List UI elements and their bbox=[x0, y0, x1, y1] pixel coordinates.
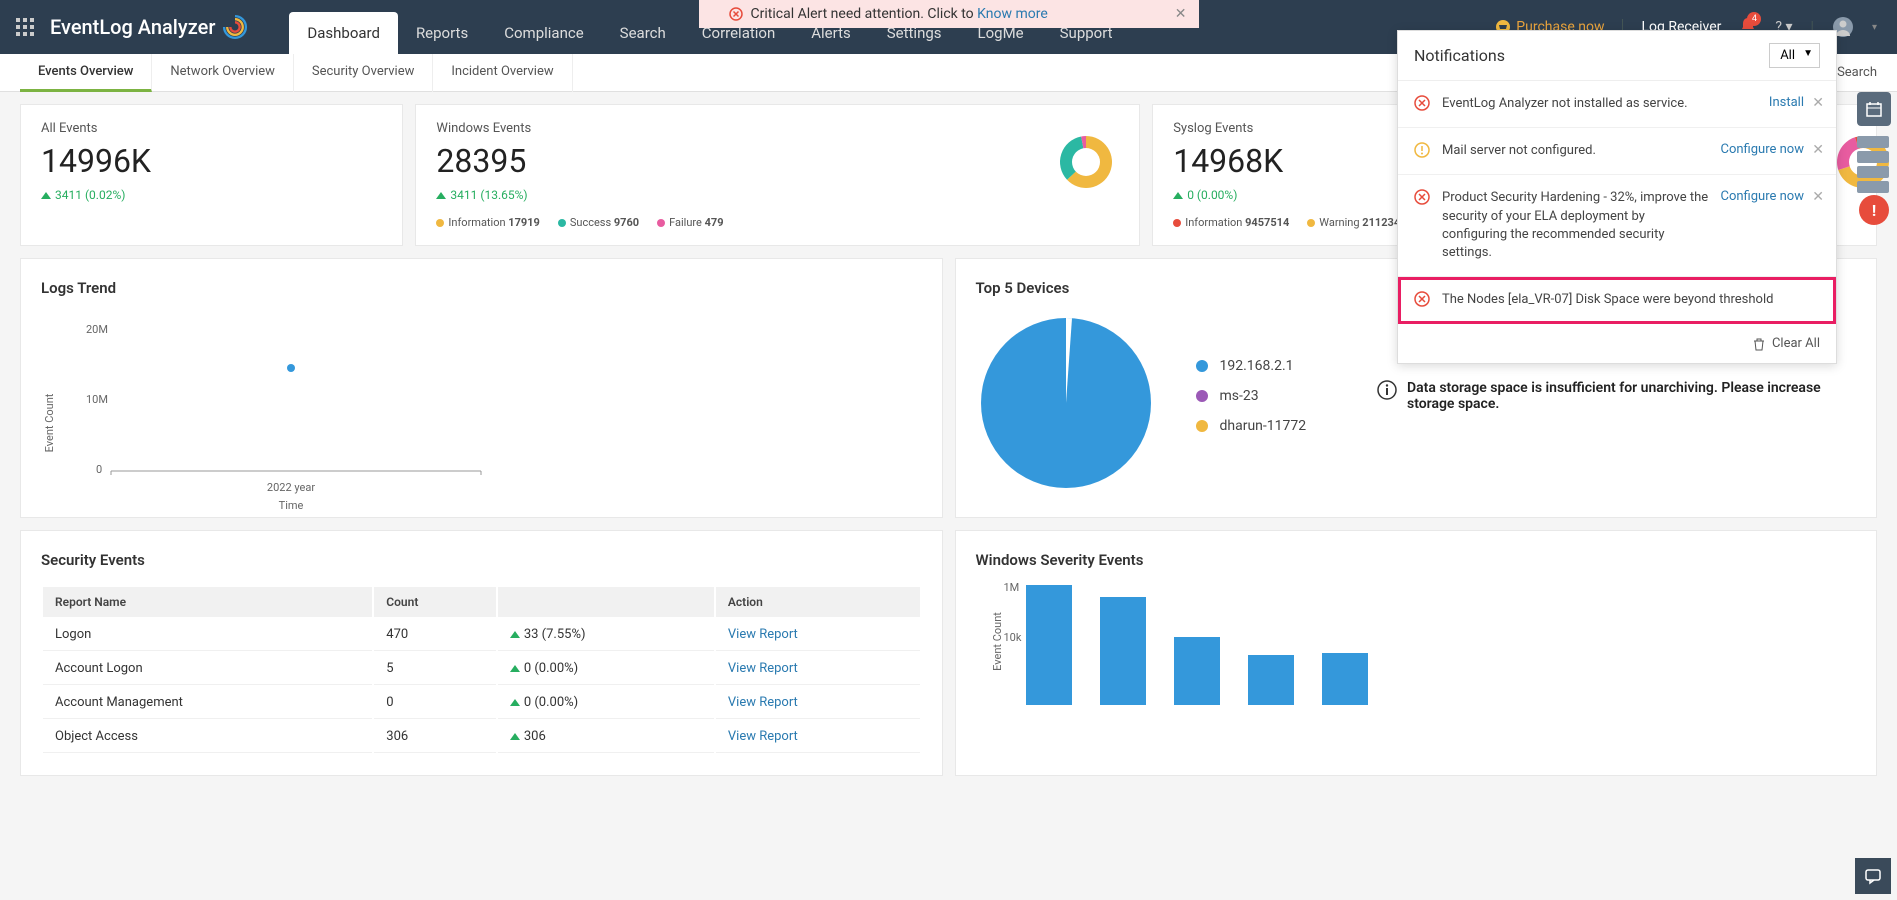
subnav-events-overview[interactable]: Events Overview bbox=[20, 54, 152, 92]
legend-item: Warning 2112341 bbox=[1307, 216, 1406, 229]
svg-text:Event Count: Event Count bbox=[43, 393, 56, 452]
notif-close-icon[interactable]: ✕ bbox=[1812, 142, 1824, 158]
stat-change: 3411 (13.65%) bbox=[436, 188, 1119, 202]
svg-text:Time: Time bbox=[279, 499, 304, 512]
stat-title: All Events bbox=[41, 121, 382, 136]
panel-title: Windows Severity Events bbox=[976, 551, 1857, 569]
subnav-incident-overview[interactable]: Incident Overview bbox=[433, 54, 572, 92]
notif-close-icon[interactable]: ✕ bbox=[1812, 189, 1824, 205]
stat-value: 14996K bbox=[41, 142, 382, 180]
svg-text:0: 0 bbox=[96, 463, 102, 476]
security-events-panel: Security Events Report NameCountAction L… bbox=[20, 530, 943, 776]
notifications-panel: Notifications All ▼ EventLog Analyzer no… bbox=[1397, 30, 1837, 364]
alert-banner-close-icon[interactable]: ✕ bbox=[1175, 6, 1187, 22]
nav-reports[interactable]: Reports bbox=[398, 12, 486, 54]
notification-item[interactable]: The Nodes [ela_VR-07] Disk Space were be… bbox=[1398, 277, 1836, 324]
user-dropdown-icon[interactable]: ▾ bbox=[1872, 22, 1877, 33]
logs-trend-chart: Event Count 20M 10M 0 2022 year Time bbox=[41, 313, 501, 513]
logo-text: EventLog Analyzer bbox=[50, 15, 215, 39]
legend-item: Information 17919 bbox=[436, 216, 539, 229]
chat-icon[interactable] bbox=[1855, 858, 1891, 894]
windows-legend: Information 17919 Success 9760 Failure 479 bbox=[436, 216, 1119, 229]
panel-title: Security Events bbox=[41, 551, 922, 569]
severity-events-panel: Windows Severity Events Event Count 1M 1… bbox=[955, 530, 1878, 776]
notif-action-link[interactable]: Install bbox=[1769, 95, 1804, 110]
clear-all-button[interactable]: Clear All bbox=[1398, 324, 1836, 363]
error-icon bbox=[1414, 189, 1430, 205]
all-events-card[interactable]: All Events 14996K 3411 (0.02%) bbox=[20, 104, 403, 246]
notifications-filter-dropdown[interactable]: All ▼ bbox=[1769, 43, 1820, 68]
logo-swirl-icon bbox=[221, 13, 249, 41]
critical-alert-banner[interactable]: Critical Alert need attention. Click to … bbox=[699, 0, 1199, 28]
notif-close-icon[interactable]: ✕ bbox=[1812, 95, 1824, 111]
error-icon bbox=[1414, 95, 1430, 111]
view-report-link[interactable]: View Report bbox=[728, 661, 798, 676]
notification-item[interactable]: Product Security Hardening - 32%, improv… bbox=[1398, 175, 1836, 277]
notification-item[interactable]: Mail server not configured. Configure no… bbox=[1398, 128, 1836, 175]
svg-text:2022 year: 2022 year bbox=[267, 481, 315, 494]
panel-title: Logs Trend bbox=[41, 279, 922, 297]
legend-item: dharun-11772 bbox=[1196, 418, 1307, 434]
server-stack-icon[interactable] bbox=[1857, 136, 1889, 194]
table-row: Account Management00 (0.00%)View Report bbox=[43, 687, 920, 719]
svg-text:10M: 10M bbox=[86, 393, 108, 406]
legend-item: 192.168.2.1 bbox=[1196, 358, 1307, 374]
calendar-widget-icon[interactable] bbox=[1857, 92, 1891, 126]
bar bbox=[1026, 585, 1072, 705]
windows-events-card[interactable]: Windows Events 28395 3411 (13.65%) Infor… bbox=[415, 104, 1140, 246]
svg-text:20M: 20M bbox=[86, 323, 108, 336]
view-report-link[interactable]: View Report bbox=[728, 695, 798, 710]
legend-item: Success 9760 bbox=[558, 216, 639, 229]
stat-value: 28395 bbox=[436, 142, 1119, 180]
top-devices-pie bbox=[976, 313, 1156, 493]
apps-menu-icon[interactable] bbox=[0, 18, 50, 36]
security-events-table: Report NameCountAction Logon47033 (7.55%… bbox=[41, 585, 922, 755]
legend-item: Information 9457514 bbox=[1173, 216, 1289, 229]
info-icon bbox=[1377, 380, 1397, 400]
windows-donut-chart bbox=[1053, 129, 1119, 195]
side-widgets bbox=[1857, 92, 1891, 194]
top-devices-legend: 192.168.2.1 ms-23 dharun-11772 bbox=[1196, 358, 1307, 448]
notif-action-link[interactable]: Configure now bbox=[1721, 142, 1805, 157]
stat-change: 3411 (0.02%) bbox=[41, 188, 382, 202]
trash-icon bbox=[1752, 337, 1766, 351]
view-report-link[interactable]: View Report bbox=[728, 729, 798, 744]
alert-banner-text: Critical Alert need attention. Click to bbox=[751, 6, 978, 22]
alert-banner-link[interactable]: Know more bbox=[977, 6, 1048, 22]
nav-search[interactable]: Search bbox=[602, 12, 684, 54]
subnav-security-overview[interactable]: Security Overview bbox=[294, 54, 433, 92]
legend-item: Failure 479 bbox=[657, 216, 723, 229]
bar bbox=[1100, 597, 1146, 705]
stat-title: Windows Events bbox=[436, 121, 1119, 136]
notif-action-link[interactable]: Configure now bbox=[1721, 189, 1805, 204]
nav-compliance[interactable]: Compliance bbox=[486, 12, 601, 54]
table-row: Logon47033 (7.55%)View Report bbox=[43, 619, 920, 651]
table-row: Object Access306306View Report bbox=[43, 721, 920, 753]
bar bbox=[1322, 653, 1368, 705]
notification-item[interactable]: EventLog Analyzer not installed as servi… bbox=[1398, 81, 1836, 128]
table-row: Account Logon50 (0.00%)View Report bbox=[43, 653, 920, 685]
view-report-link[interactable]: View Report bbox=[728, 627, 798, 642]
critical-indicator-icon[interactable]: ! bbox=[1859, 195, 1889, 225]
severity-bar-chart bbox=[1026, 585, 1857, 705]
bar bbox=[1174, 637, 1220, 705]
alert-error-icon bbox=[729, 7, 743, 21]
logs-trend-panel: Logs Trend Event Count 20M 10M 0 2022 ye… bbox=[20, 258, 943, 518]
bell-badge: 4 bbox=[1747, 12, 1761, 26]
subnav-network-overview[interactable]: Network Overview bbox=[152, 54, 294, 92]
nav-dashboard[interactable]: Dashboard bbox=[289, 12, 398, 54]
legend-item: ms-23 bbox=[1196, 388, 1307, 404]
warn-icon bbox=[1414, 142, 1430, 158]
product-logo: EventLog Analyzer bbox=[50, 13, 249, 41]
storage-warning: Data storage space is insufficient for u… bbox=[1377, 380, 1837, 412]
bar bbox=[1248, 655, 1294, 705]
notifications-title: Notifications bbox=[1414, 46, 1505, 65]
error-icon bbox=[1414, 291, 1430, 307]
